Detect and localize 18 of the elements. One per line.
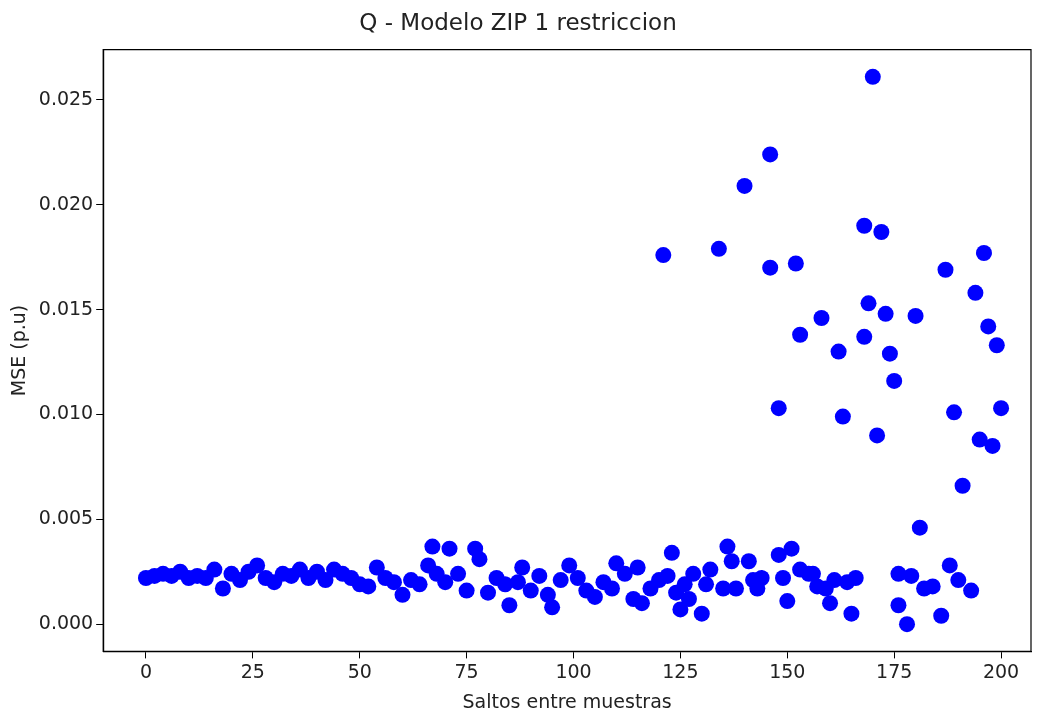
y-tick-label: 0.015 (38, 296, 94, 319)
y-tick-label: 0.010 (38, 401, 94, 424)
x-tick-label: 25 (240, 659, 265, 682)
x-tick-label: 150 (769, 659, 806, 682)
x-axis-title: Saltos entre muestras (462, 689, 672, 712)
x-tick-label: 200 (982, 659, 1020, 682)
y-axis-title: MSE (p.u) (7, 304, 30, 397)
y-tick-label: 0.005 (38, 506, 94, 529)
chart-title: Q - Modelo ZIP 1 restriccion (359, 8, 677, 35)
x-tick-label: 125 (662, 659, 699, 682)
x-tick-label: 75 (454, 659, 479, 682)
y-tick-label: 0.025 (38, 86, 94, 109)
x-tick-label: 100 (555, 659, 592, 682)
x-tick-label: 50 (347, 659, 372, 682)
x-tick-label: 0 (139, 659, 152, 682)
y-tick-label: 0.020 (38, 191, 94, 214)
y-tick-label: 0.000 (38, 611, 94, 634)
x-tick-label: 175 (876, 659, 913, 682)
